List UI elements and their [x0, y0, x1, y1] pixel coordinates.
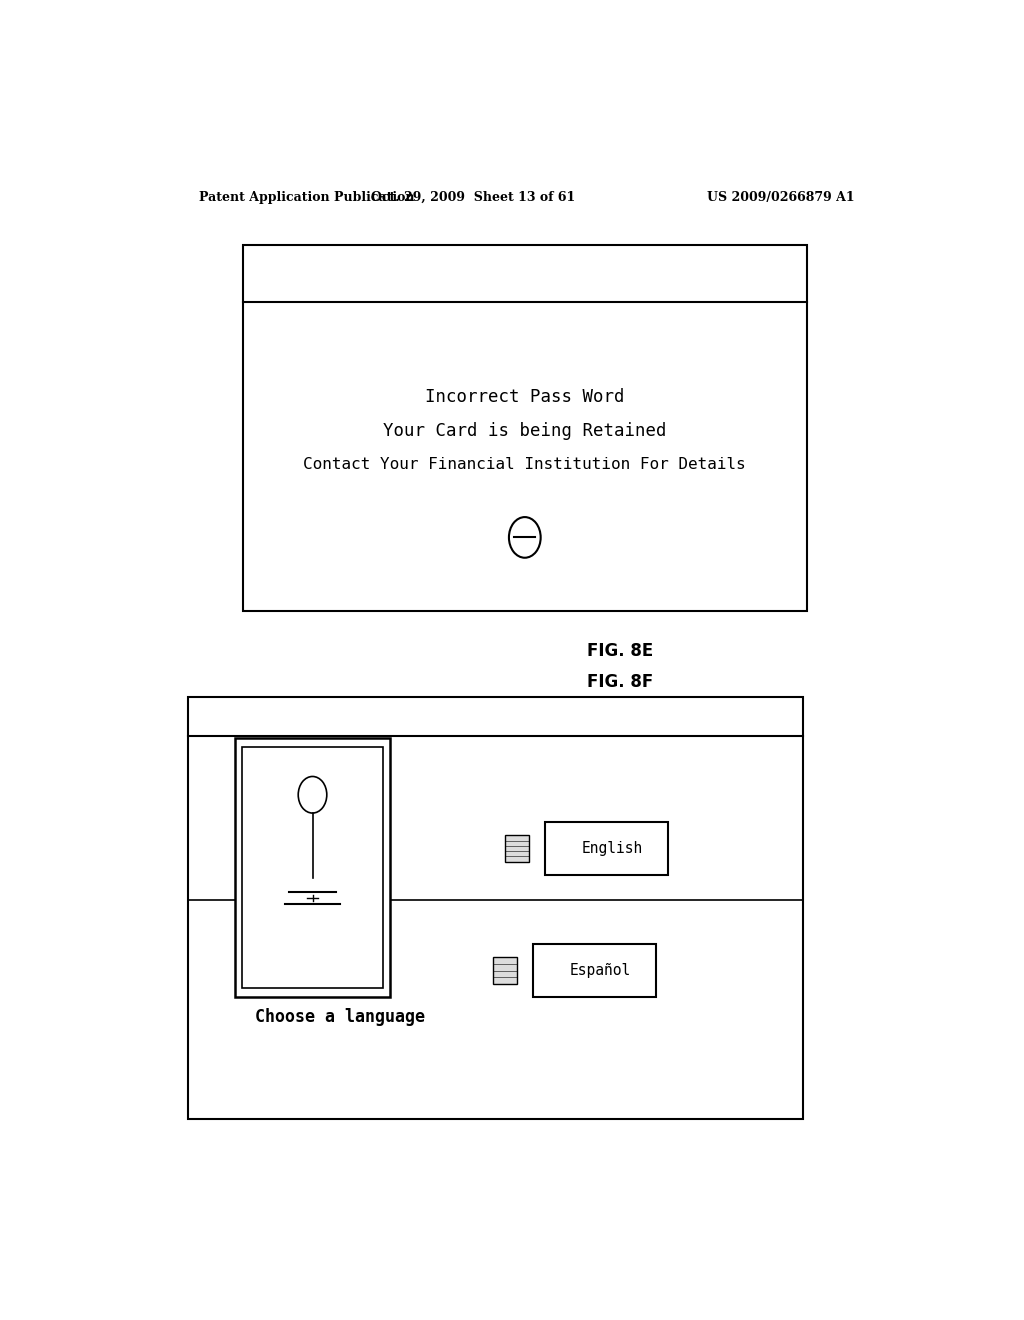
Text: Incorrect Pass Word: Incorrect Pass Word [425, 388, 625, 407]
Text: Choose a language: Choose a language [255, 1008, 425, 1026]
Bar [187, 697, 803, 1119]
Bar [532, 944, 655, 997]
Bar [505, 836, 528, 862]
Bar [545, 822, 668, 875]
Bar [243, 747, 383, 987]
Bar [243, 244, 807, 611]
Text: Patent Application Publication: Patent Application Publication [200, 190, 415, 203]
Bar [236, 738, 390, 997]
Text: Español: Español [569, 964, 631, 978]
Text: Contact Your Financial Institution For Details: Contact Your Financial Institution For D… [303, 457, 746, 471]
Circle shape [298, 776, 327, 813]
Text: English: English [582, 841, 643, 857]
Text: Oct. 29, 2009  Sheet 13 of 61: Oct. 29, 2009 Sheet 13 of 61 [371, 190, 575, 203]
Text: Your Card is being Retained: Your Card is being Retained [383, 421, 667, 440]
Text: US 2009/0266879 A1: US 2009/0266879 A1 [707, 190, 854, 203]
Text: FIG. 8E: FIG. 8E [587, 643, 653, 660]
Bar [494, 957, 517, 983]
Circle shape [509, 517, 541, 558]
Text: FIG. 8F: FIG. 8F [587, 673, 653, 690]
